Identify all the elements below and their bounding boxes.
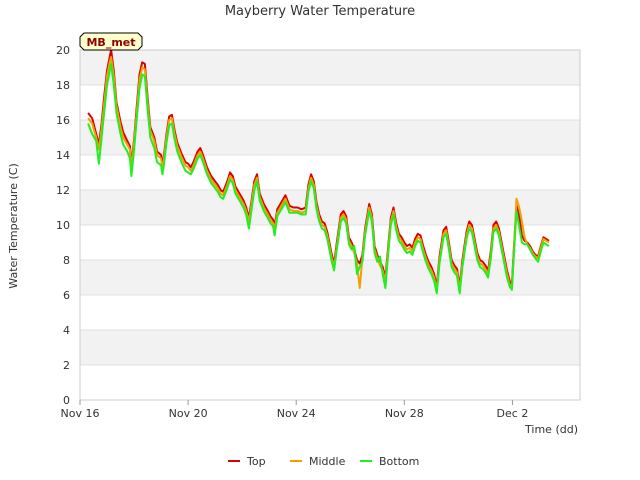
y-tick-label: 4 xyxy=(63,324,70,337)
legend-item-top[interactable]: Top xyxy=(228,455,266,468)
station-badge-label: MB_met xyxy=(86,36,135,49)
legend-item-bottom[interactable]: Bottom xyxy=(360,455,419,468)
plot-band xyxy=(80,330,580,365)
station-badge: MB_met xyxy=(79,32,143,51)
x-tick-label: Nov 16 xyxy=(61,407,100,420)
y-tick-label: 6 xyxy=(63,289,70,302)
x-tick-label: Nov 28 xyxy=(385,407,424,420)
y-axis-title: Water Temperature (C) xyxy=(7,163,20,288)
x-tick-label: Nov 24 xyxy=(277,407,316,420)
y-tick-label: 16 xyxy=(56,114,70,127)
legend-label: Top xyxy=(246,455,266,468)
y-tick-label: 0 xyxy=(63,394,70,407)
x-tick-label: Nov 20 xyxy=(169,407,208,420)
y-tick-label: 2 xyxy=(63,359,70,372)
legend-label: Bottom xyxy=(379,455,419,468)
y-tick-label: 8 xyxy=(63,254,70,267)
plot-band xyxy=(80,120,580,155)
plot-area xyxy=(79,49,581,401)
x-tick-label: Dec 2 xyxy=(497,407,529,420)
y-tick-label: 20 xyxy=(56,44,70,57)
plot-band xyxy=(80,190,580,225)
y-tick-label: 10 xyxy=(56,219,70,232)
station-badge-box xyxy=(79,32,143,51)
series-layer xyxy=(87,49,550,295)
plot-bands xyxy=(80,50,580,365)
x-axis-title: Time (dd) xyxy=(524,423,578,436)
plot-band xyxy=(80,50,580,85)
legend[interactable]: Top Middle Bottom xyxy=(228,455,419,468)
y-axis-ticks: 0 2 4 6 8 10 12 14 16 18 20 xyxy=(56,44,70,407)
legend-item-middle[interactable]: Middle xyxy=(290,455,346,468)
y-tick-label: 14 xyxy=(56,149,70,162)
x-axis-ticks: Nov 16 Nov 20 Nov 24 Nov 28 Dec 2 xyxy=(61,400,529,420)
chart-title: Mayberry Water Temperature xyxy=(225,4,415,19)
y-tick-label: 12 xyxy=(56,184,70,197)
plot-band xyxy=(80,260,580,295)
legend-label: Middle xyxy=(309,455,346,468)
y-tick-label: 18 xyxy=(56,79,70,92)
series-line-bottom xyxy=(87,63,550,295)
